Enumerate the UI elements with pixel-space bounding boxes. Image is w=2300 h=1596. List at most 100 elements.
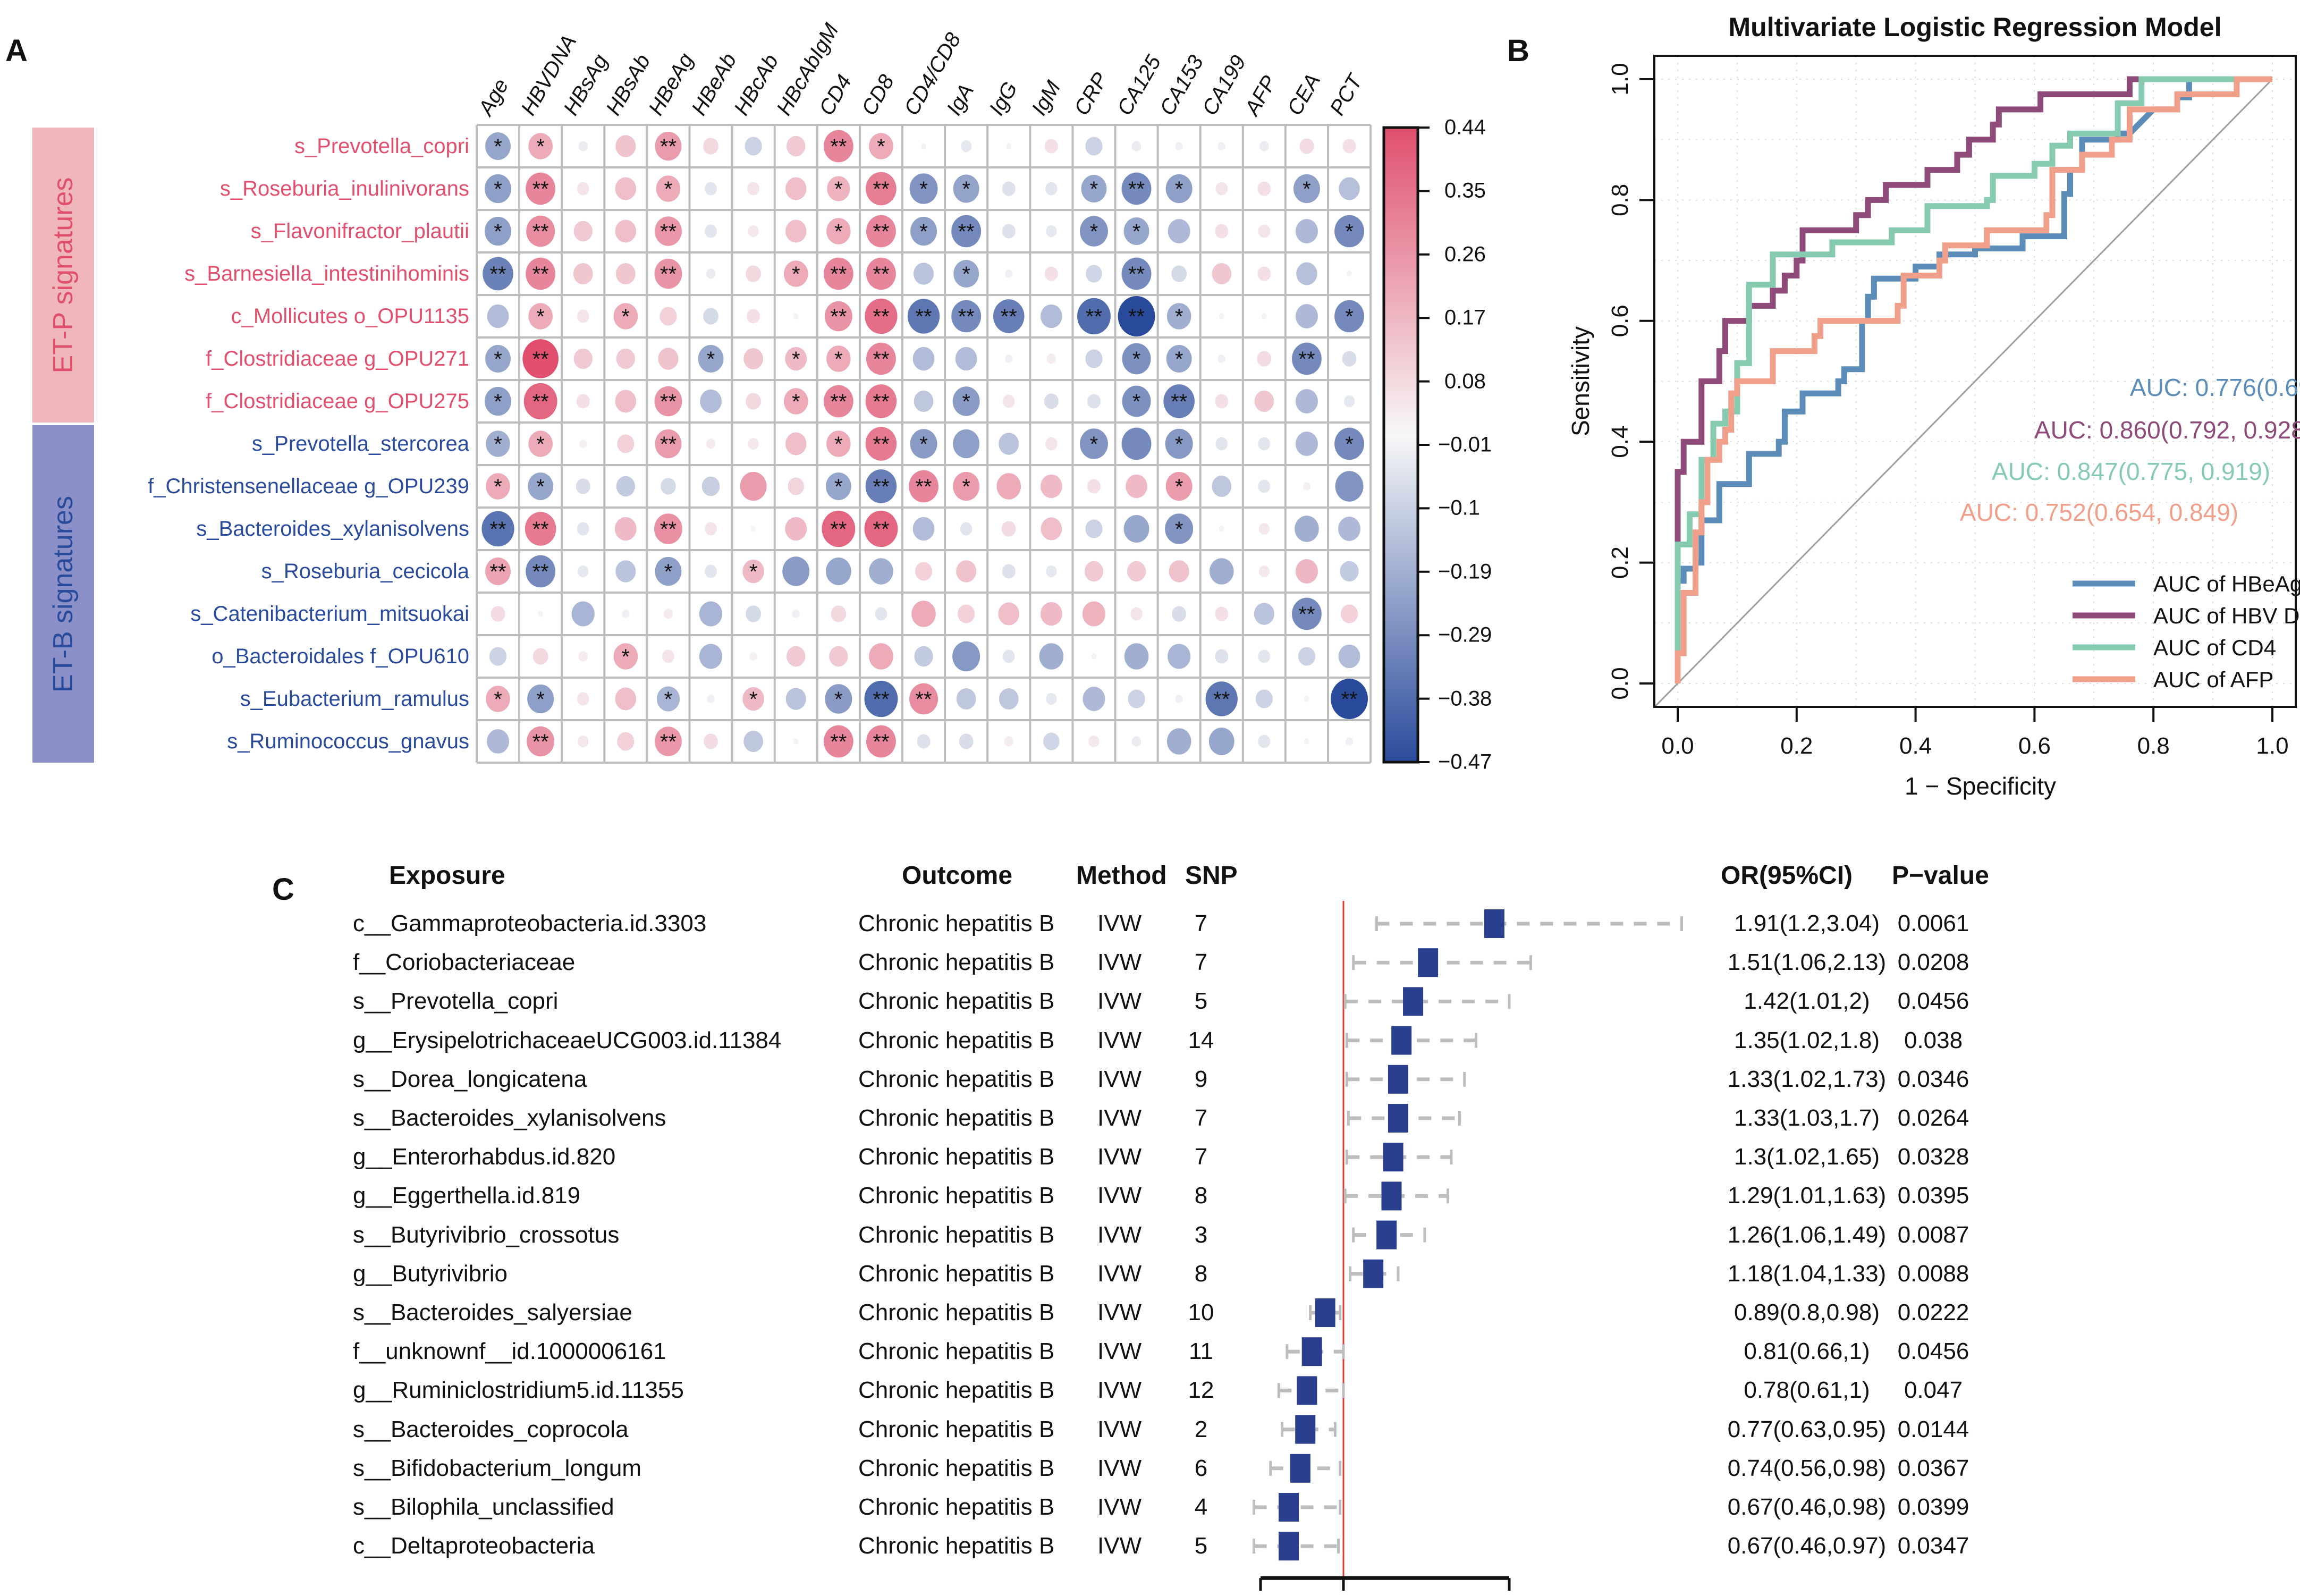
- mr-cell-outcome: Chronic hepatitis B: [858, 1338, 1055, 1365]
- significance-mark: **: [873, 730, 889, 754]
- significance-mark: **: [1128, 263, 1145, 286]
- heatmap-cell-9-2: [577, 522, 589, 536]
- heatmap-cell-12-20: [1338, 644, 1360, 669]
- panel-a-label: A: [5, 33, 28, 68]
- et-b-signatures-label: ET-B signatures: [48, 495, 79, 693]
- heatmap-cell-13-1: [527, 684, 554, 714]
- mr-cell-outcome: Chronic hepatitis B: [858, 1299, 1055, 1325]
- mr-cell-method: IVW: [1097, 1455, 1142, 1481]
- row-label: s_Barnesiella_intestinihominis: [184, 262, 469, 285]
- heatmap-cell-13-20: [1331, 679, 1368, 719]
- significance-mark: **: [1128, 305, 1145, 328]
- y-tick-label: 0.8: [1607, 184, 1633, 216]
- significance-mark: *: [1175, 433, 1183, 456]
- heatmap-cell-9-20: [1338, 517, 1361, 541]
- heatmap-cell-8-13: [1040, 474, 1062, 499]
- heatmap-cell-3-13: [1044, 266, 1058, 281]
- heatmap-cell-11-5: [699, 601, 723, 627]
- heatmap-cell-6-17: [1215, 394, 1229, 409]
- heatmap-cell-5-20: [1342, 351, 1357, 367]
- heatmap-cell-10-0: [485, 558, 511, 585]
- significance-mark: *: [749, 688, 758, 711]
- panel-b-label: B: [1507, 33, 1529, 68]
- heatmap-cell-12-13: [1039, 643, 1064, 670]
- x-axis-label: 1 − Specificity: [1905, 772, 2056, 800]
- forest-plot: 0.5 1 2: [1248, 901, 1683, 1596]
- mr-cell-method: IVW: [1097, 1066, 1142, 1092]
- mr-cell-or: 1.33(1.03,1.7): [1734, 1105, 1880, 1131]
- heatmap-cell-3-18: [1257, 266, 1271, 281]
- forest-x-tick-label: 0.5: [1248, 1595, 1273, 1596]
- significance-mark: **: [532, 518, 549, 541]
- colorbar-tick-label: −0.47: [1438, 750, 1492, 774]
- heatmap-cell-6-16: [1163, 384, 1195, 418]
- heatmap-cell-8-17: [1212, 476, 1232, 497]
- heatmap-cell-8-9: [865, 469, 897, 503]
- heatmap-cell-2-16: [1168, 219, 1190, 243]
- heatmap-cell-7-11: [953, 429, 980, 459]
- heatmap-cell-9-14: [1085, 519, 1103, 538]
- heatmap-cell-13-2: [577, 692, 589, 706]
- heatmap-cell-4-3: [613, 303, 638, 330]
- row-label: s_Catenibacterium_mitsuokai: [190, 602, 469, 626]
- heatmap-cell-13-7: [785, 688, 806, 710]
- significance-mark: *: [494, 348, 502, 371]
- heatmap-cell-11-4: [663, 609, 673, 619]
- heatmap-cell-3-1: [526, 257, 556, 290]
- significance-mark: *: [622, 645, 630, 669]
- mr-cell-method: IVW: [1097, 1377, 1142, 1404]
- heatmap-cell-8-18: [1258, 479, 1271, 493]
- mr-cell-exposure: f__unknownf__id.1000006161: [353, 1338, 666, 1365]
- heatmap-cell-0-19: [1299, 138, 1314, 154]
- mr-cell-p: 0.0144: [1897, 1416, 1969, 1442]
- mr-cell-outcome: Chronic hepatitis B: [858, 1027, 1055, 1053]
- heatmap-cell-1-8: [827, 176, 850, 201]
- heatmap-cell-1-9: [866, 172, 897, 206]
- significance-mark: *: [1175, 305, 1183, 328]
- heatmap-cell-11-19: [1292, 597, 1322, 630]
- heatmap-cell-8-1: [528, 472, 554, 500]
- heatmap-cell-12-0: [489, 647, 507, 666]
- heatmap-cell-7-13: [1045, 437, 1058, 451]
- heatmap-cell-13-9: [864, 680, 898, 717]
- auc-annotation: AUC: 0.752(0.654, 0.849): [1960, 499, 2238, 526]
- mr-cell-method: IVW: [1097, 1144, 1142, 1170]
- or-point: [1484, 909, 1504, 938]
- heatmap-cell-1-4: [656, 175, 681, 202]
- heatmap-cell-1-3: [615, 177, 637, 200]
- heatmap-cell-11-11: [958, 604, 975, 623]
- heatmap-cell-2-14: [1079, 216, 1108, 247]
- heatmap-cell-13-11: [956, 688, 976, 710]
- significance-mark: **: [958, 220, 975, 243]
- significance-mark: **: [915, 688, 932, 711]
- significance-mark: *: [1132, 220, 1141, 243]
- mr-cell-or: 1.35(1.02,1.8): [1734, 1027, 1880, 1053]
- heatmap-cell-14-17: [1208, 728, 1234, 755]
- reference-diagonal: [1653, 78, 2273, 708]
- mr-cell-method: IVW: [1097, 1027, 1142, 1053]
- heatmap-cell-3-9: [866, 257, 896, 290]
- mr-cell-or: 1.42(1.01,2): [1744, 988, 1870, 1015]
- heatmap-cell-10-6: [742, 559, 765, 584]
- significance-mark: *: [792, 263, 800, 286]
- heatmap-cell-7-3: [617, 434, 635, 453]
- colorbar-gradient: [1382, 126, 1419, 764]
- y-tick-label: 0.4: [1607, 426, 1633, 458]
- mr-cell-method: IVW: [1097, 1260, 1142, 1287]
- significance-mark: **: [489, 263, 506, 286]
- significance-mark: *: [1175, 475, 1183, 499]
- significance-mark: **: [1298, 348, 1315, 371]
- heatmap-cell-14-0: [487, 729, 510, 754]
- mr-cell-snp: 10: [1188, 1299, 1214, 1325]
- column-label: IgM: [1027, 77, 1066, 120]
- heatmap-cell-7-2: [579, 440, 587, 448]
- mr-cell-snp: 2: [1194, 1416, 1208, 1442]
- heatmap-cell-10-8: [825, 558, 851, 585]
- heatmap-cell-11-16: [1172, 606, 1187, 622]
- significance-mark: *: [536, 305, 545, 328]
- forest-x-tick-label: 1: [1339, 1595, 1349, 1596]
- significance-mark: *: [1345, 220, 1354, 243]
- et-p-signatures-bar: ET-P signatures: [32, 128, 94, 423]
- significance-mark: *: [749, 560, 758, 584]
- heatmap-cell-8-6: [740, 471, 767, 501]
